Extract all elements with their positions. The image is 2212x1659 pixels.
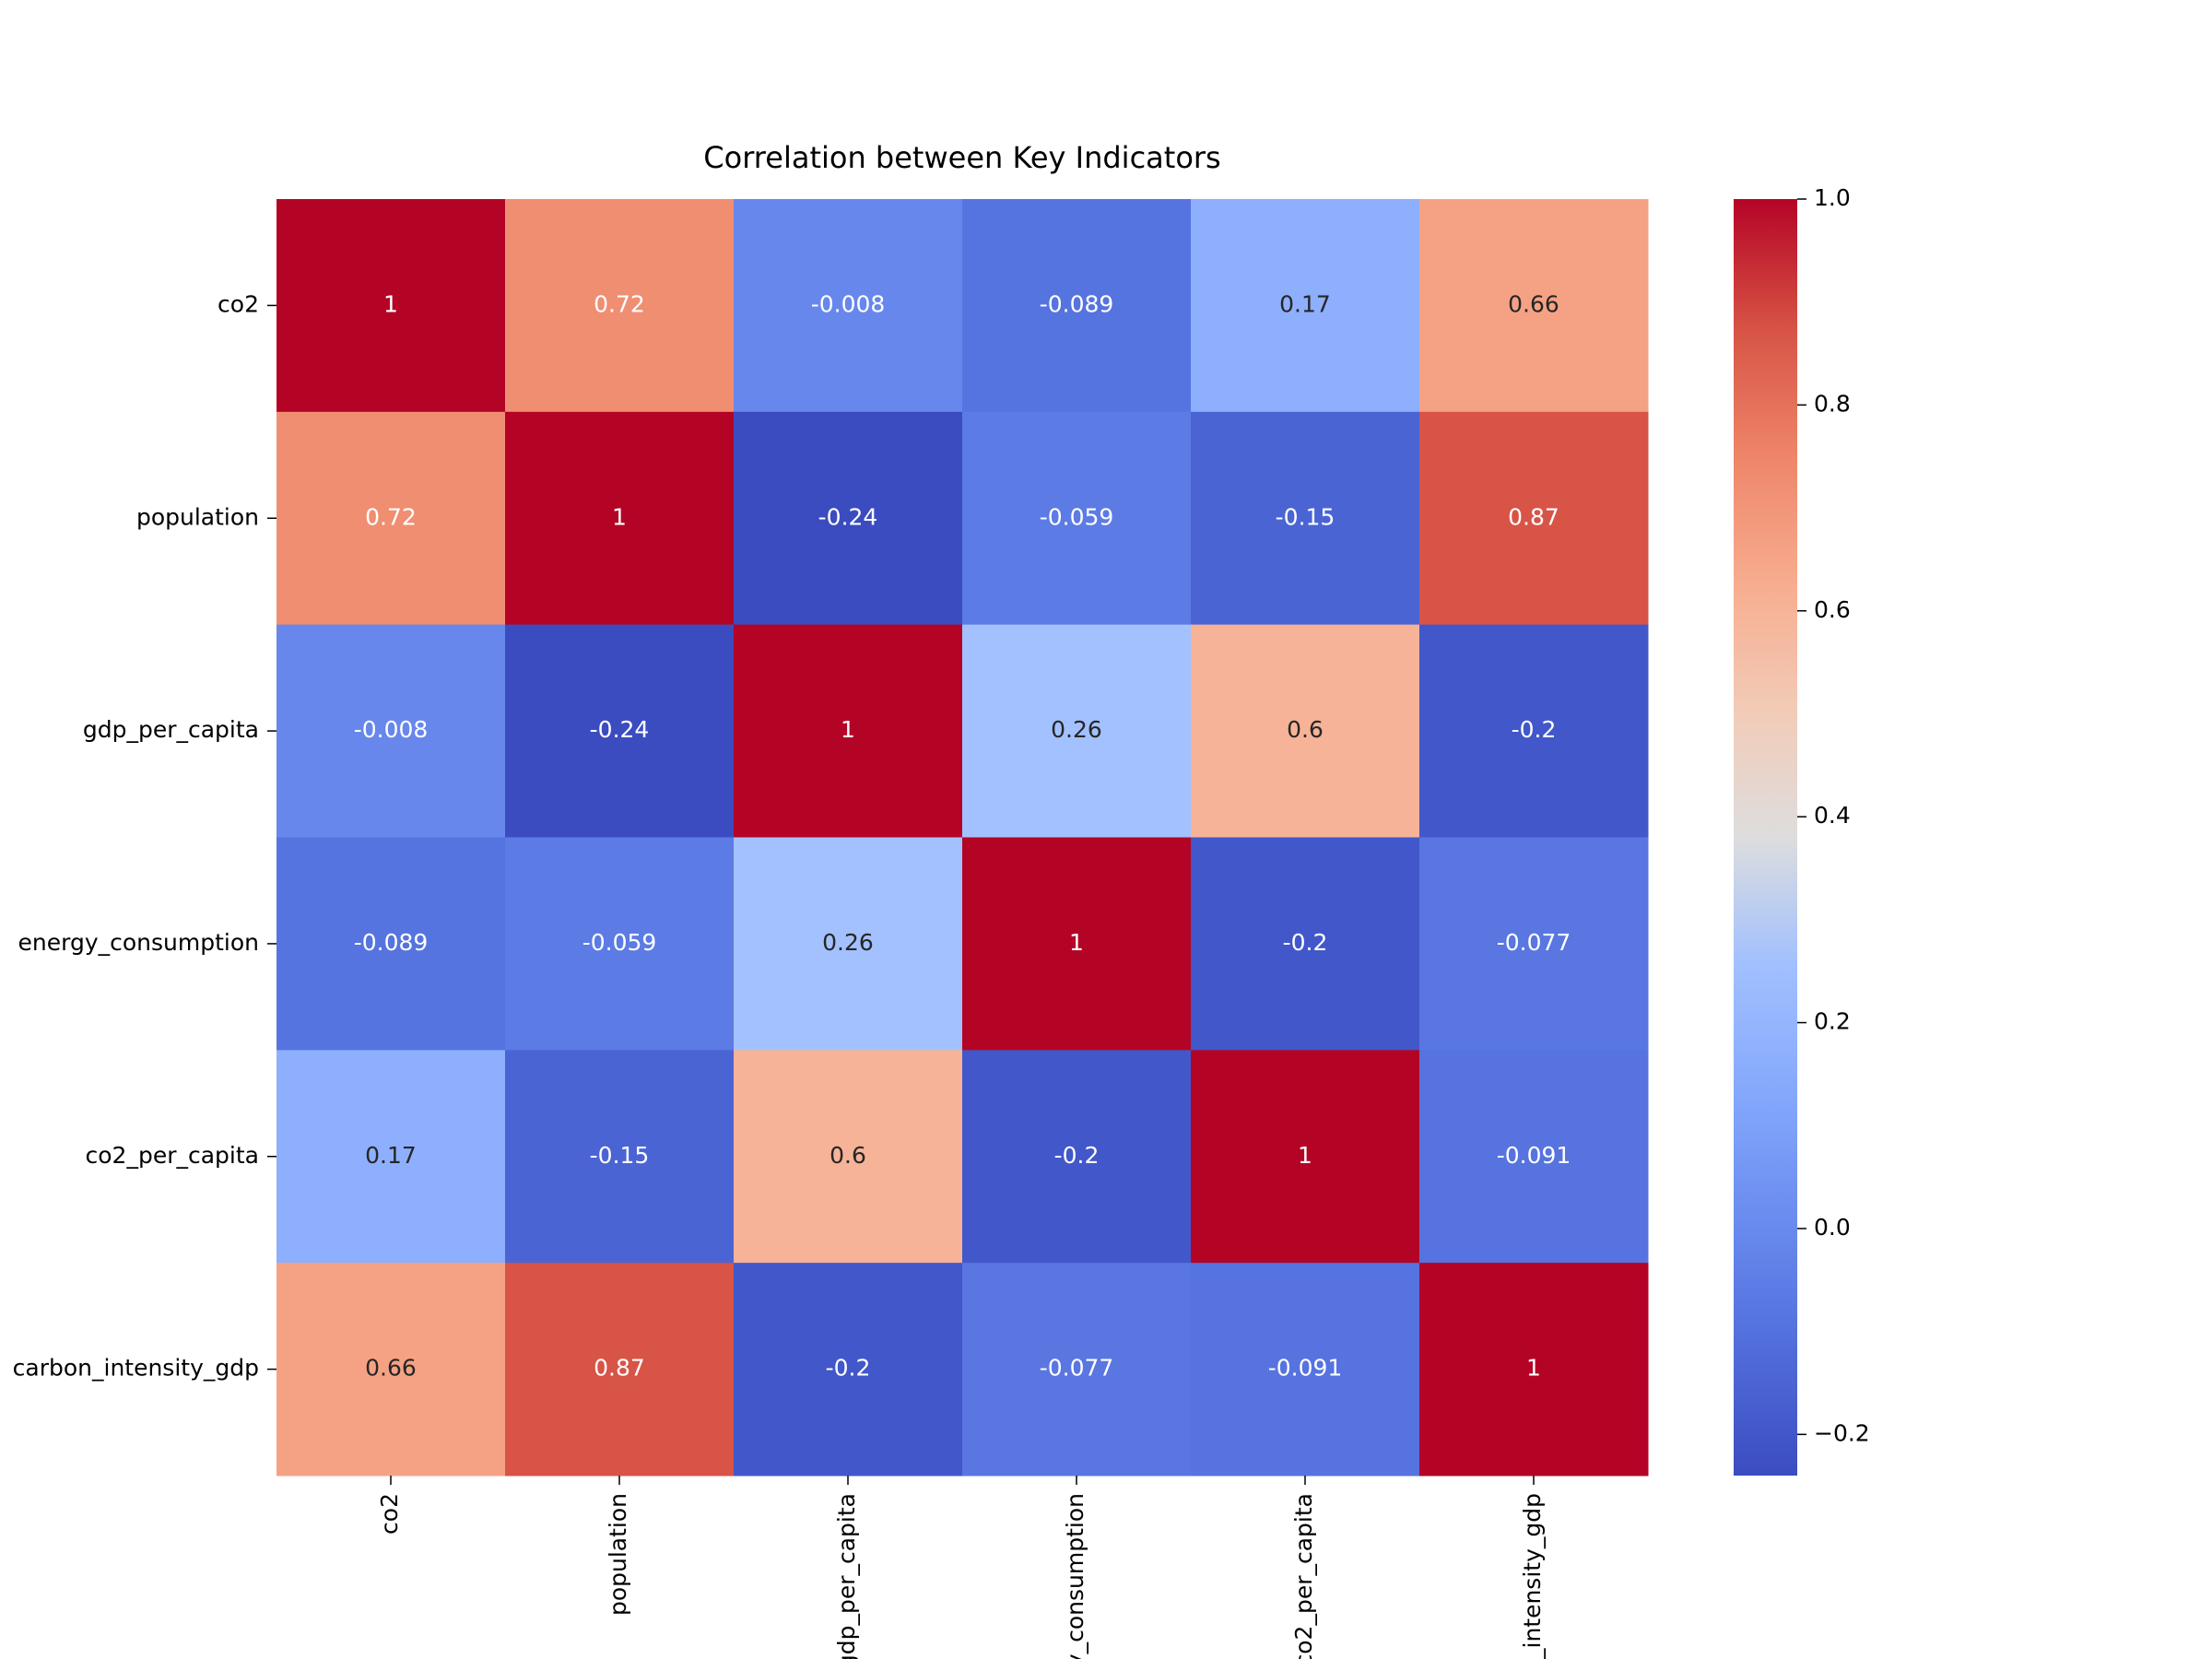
cell-label: -0.091 [1268,1355,1343,1382]
cell-label: -0.2 [1054,1142,1100,1169]
heatmap-cell [962,624,1192,838]
cell-label: -0.15 [590,1142,650,1169]
cell-label: 0.17 [1279,290,1331,317]
cell-label: -0.2 [826,1355,871,1382]
cell-label: -0.2 [1283,929,1328,956]
heatmap-cell [1419,1050,1649,1264]
heatmap-cell [505,837,735,1051]
colorbar-tick-label: 0.8 [1814,390,1851,417]
colorbar-tick-label: 0.2 [1814,1008,1851,1035]
cell-label: 0.26 [1051,716,1102,743]
heatmap-cell [505,1263,735,1477]
heatmap-cell [734,199,963,413]
x-tick-label: energy_consumption [1062,1493,1088,1659]
heatmap-cell [1191,1263,1420,1477]
heatmap-cell [734,1263,963,1477]
heatmap-cell [1419,199,1649,413]
cell-label: -0.15 [1276,503,1335,530]
cell-label: 0.72 [365,503,417,530]
cell-label: -0.24 [818,503,878,530]
cell-label: 0.26 [822,929,874,956]
heatmap-cell [1419,1263,1649,1477]
colorbar [1734,199,1797,1476]
cell-label: 0.66 [1508,290,1559,317]
cell-label: 1 [383,290,398,317]
cell-label: -0.008 [811,290,886,317]
heatmap-cell [1419,411,1649,626]
cell-label: -0.008 [354,716,429,743]
x-tick-label: gdp_per_capita [833,1493,860,1659]
heatmap-cell [1191,411,1420,626]
heatmap-cell [1191,1050,1420,1264]
colorbar-tick-label: 0.6 [1814,596,1851,623]
colorbar-tick-label: −0.2 [1814,1419,1870,1446]
heatmap-cell [276,411,506,626]
colorbar-tick-label: 0.4 [1814,802,1851,829]
y-tick-label: co2_per_capita [86,1142,259,1169]
cell-label: 0.6 [1287,716,1324,743]
heatmap-cell [276,1050,506,1264]
heatmap-cell [276,199,506,413]
colorbar-tick-label: 0.0 [1814,1214,1851,1241]
colorbar-tick-label: 1.0 [1814,184,1851,211]
cell-label: -0.089 [1040,290,1114,317]
cell-label: 1 [1526,1355,1541,1382]
heatmap-cell [962,1263,1192,1477]
cell-label: -0.077 [1497,929,1571,956]
cell-label: 1 [612,503,627,530]
heatmap-cell [505,624,735,838]
heatmap-cell [1419,624,1649,838]
heatmap-cell [505,1050,735,1264]
cell-label: -0.077 [1040,1355,1114,1382]
x-tick-label: co2_per_capita [1290,1493,1317,1659]
heatmap-cell [276,837,506,1051]
y-tick-label: population [136,503,259,530]
cell-label: 0.87 [594,1355,645,1382]
heatmap-cell [1191,199,1420,413]
x-tick-label: co2 [376,1493,403,1535]
y-tick-label: energy_consumption [18,929,259,956]
y-tick-label: gdp_per_capita [83,716,259,743]
cell-label: 0.17 [365,1142,417,1169]
heatmap-cell [734,624,963,838]
chart-title: Correlation between Key Indicators [703,140,1220,175]
heatmap-cell [1419,837,1649,1051]
cell-label: 1 [841,716,855,743]
heatmap-cell [962,837,1192,1051]
cell-label: 1 [1069,929,1084,956]
heatmap-cell [505,411,735,626]
cell-label: 0.87 [1508,503,1559,530]
x-tick-label: carbon_intensity_gdp [1519,1493,1546,1659]
heatmap-cell [1191,837,1420,1051]
x-tick-label: population [605,1493,631,1616]
y-tick-label: carbon_intensity_gdp [13,1355,259,1382]
cell-label: -0.059 [582,929,657,956]
heatmap-cell [1191,624,1420,838]
cell-label: -0.059 [1040,503,1114,530]
heatmap-cell [962,199,1192,413]
cell-label: 1 [1298,1142,1312,1169]
heatmap-cell [276,1263,506,1477]
heatmap-cell [962,1050,1192,1264]
heatmap-cell [962,411,1192,626]
cell-label: 0.66 [365,1355,417,1382]
heatmap-cell [505,199,735,413]
cell-label: -0.091 [1497,1142,1571,1169]
heatmap-cell [276,624,506,838]
cell-label: 0.72 [594,290,645,317]
heatmap-cell [734,411,963,626]
cell-label: -0.089 [354,929,429,956]
cell-label: -0.24 [590,716,650,743]
cell-label: -0.2 [1512,716,1557,743]
cell-label: 0.6 [830,1142,866,1169]
heatmap-cell [734,1050,963,1264]
y-tick-label: co2 [218,290,259,317]
heatmap-cell [734,837,963,1051]
